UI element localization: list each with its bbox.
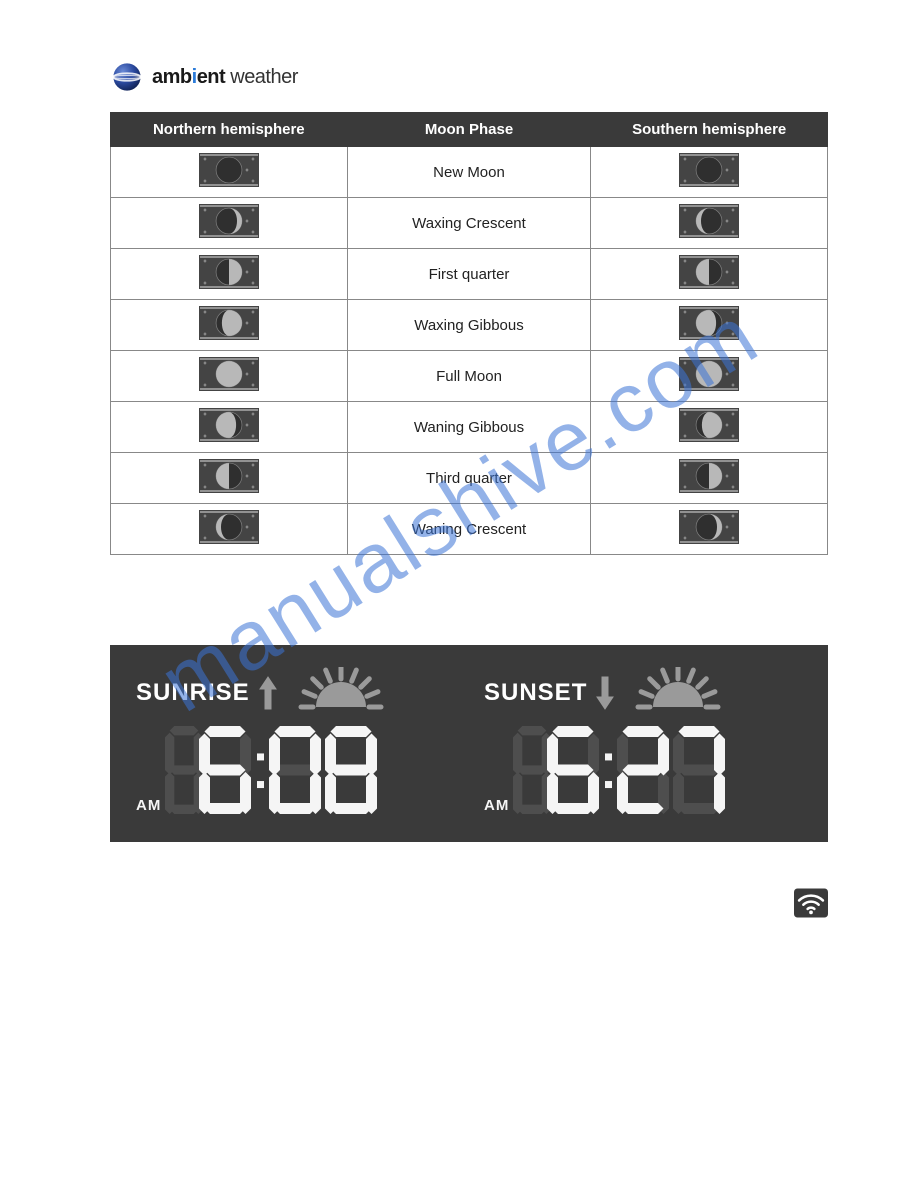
sun-icon bbox=[623, 667, 802, 718]
north-cell bbox=[111, 351, 348, 402]
sunrise-time: AM bbox=[136, 724, 454, 816]
south-cell bbox=[591, 300, 828, 351]
sunset-label: SUNSET bbox=[484, 679, 587, 707]
globe-icon bbox=[110, 60, 144, 94]
header-south: Southern hemisphere bbox=[591, 113, 828, 147]
north-cell bbox=[111, 402, 348, 453]
header-phase: Moon Phase bbox=[347, 113, 591, 147]
sunset-time: AM bbox=[484, 724, 802, 816]
north-cell bbox=[111, 300, 348, 351]
south-cell bbox=[591, 351, 828, 402]
table-row: Third quarter bbox=[111, 453, 828, 504]
phase-label: Waning Crescent bbox=[347, 504, 591, 555]
wifi-icon bbox=[794, 888, 828, 918]
sunrise-label: SUNRISE bbox=[136, 679, 250, 707]
north-cell bbox=[111, 453, 348, 504]
table-row: Full Moon bbox=[111, 351, 828, 402]
north-cell bbox=[111, 249, 348, 300]
arrow-down-icon bbox=[595, 675, 615, 711]
table-row: Waning Crescent bbox=[111, 504, 828, 555]
sun-icon bbox=[286, 667, 454, 718]
phase-label: Waxing Gibbous bbox=[347, 300, 591, 351]
south-cell bbox=[591, 402, 828, 453]
table-row: Waxing Gibbous bbox=[111, 300, 828, 351]
phase-label: Full Moon bbox=[347, 351, 591, 402]
north-cell bbox=[111, 147, 348, 198]
phase-label: Third quarter bbox=[347, 453, 591, 504]
north-cell bbox=[111, 504, 348, 555]
brand-logo: ambient weather bbox=[110, 60, 828, 94]
phase-label: Waxing Crescent bbox=[347, 198, 591, 249]
south-cell bbox=[591, 453, 828, 504]
table-row: New Moon bbox=[111, 147, 828, 198]
south-cell bbox=[591, 249, 828, 300]
south-cell bbox=[591, 504, 828, 555]
south-cell bbox=[591, 198, 828, 249]
south-cell bbox=[591, 147, 828, 198]
sunrise-sunset-panel: SUNRISE AM bbox=[110, 645, 828, 842]
phase-label: New Moon bbox=[347, 147, 591, 198]
moon-phase-table: Northern hemisphere Moon Phase Southern … bbox=[110, 112, 828, 555]
brand-text: ambient weather bbox=[152, 66, 298, 89]
table-row: Waxing Crescent bbox=[111, 198, 828, 249]
phase-label: First quarter bbox=[347, 249, 591, 300]
phase-label: Waning Gibbous bbox=[347, 402, 591, 453]
north-cell bbox=[111, 198, 348, 249]
table-row: Waning Gibbous bbox=[111, 402, 828, 453]
table-row: First quarter bbox=[111, 249, 828, 300]
header-north: Northern hemisphere bbox=[111, 113, 348, 147]
arrow-up-icon bbox=[258, 675, 278, 711]
